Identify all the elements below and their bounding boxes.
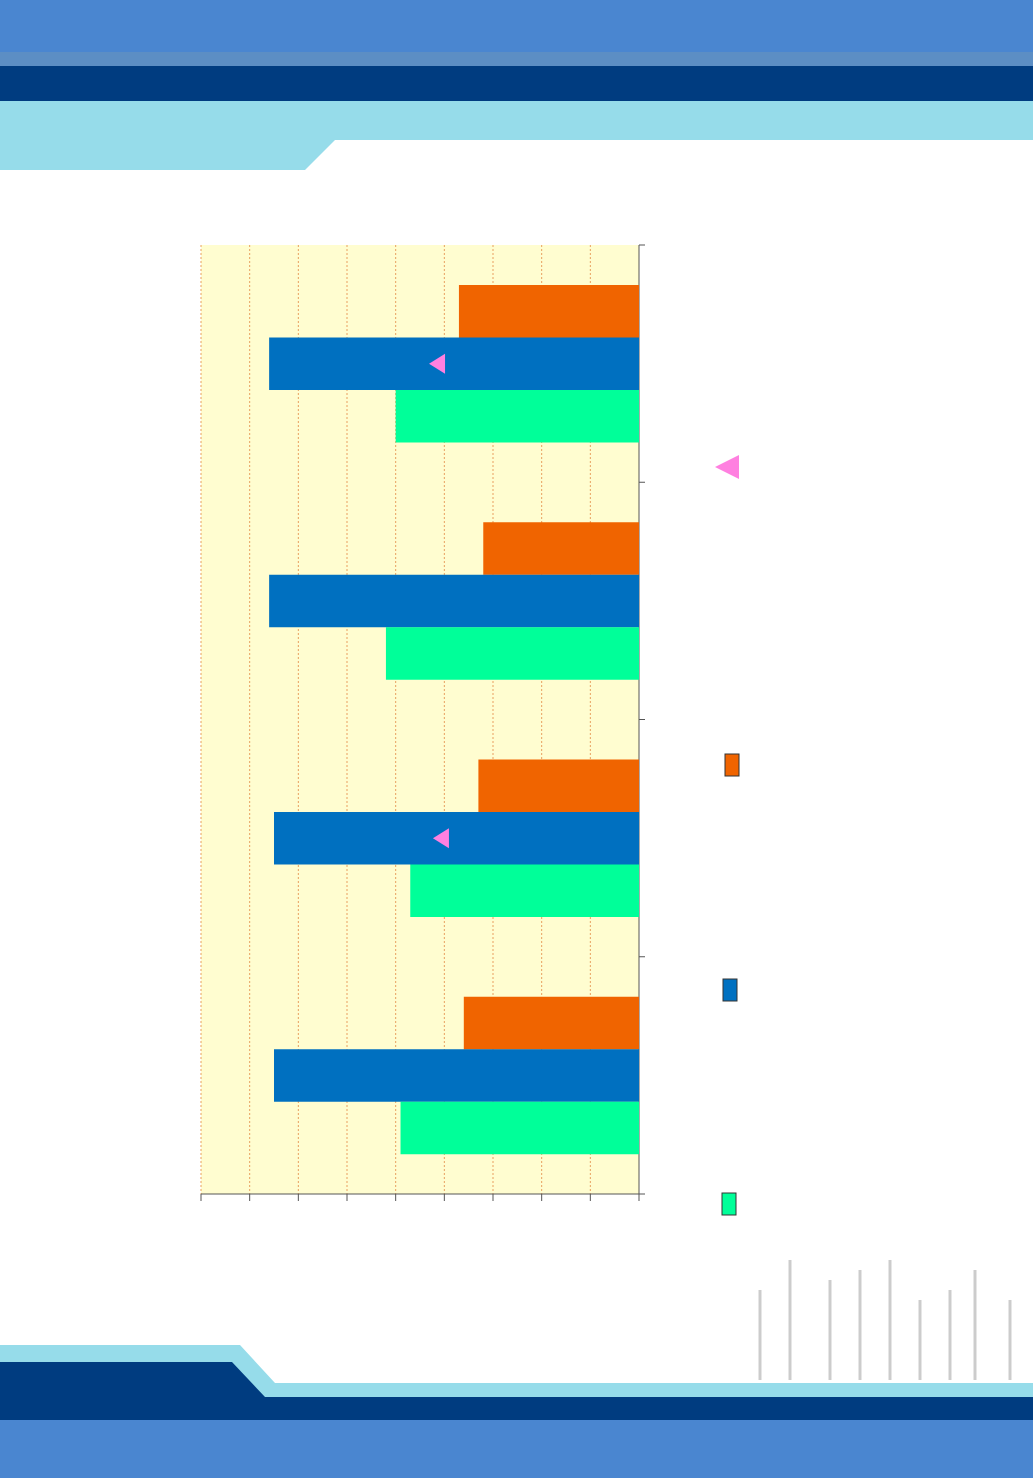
bar — [483, 522, 639, 575]
bar — [269, 574, 639, 628]
bar — [395, 390, 639, 443]
marker — [432, 828, 449, 849]
bar — [463, 996, 639, 1050]
bar — [478, 759, 639, 812]
footer-band — [0, 1420, 1033, 1478]
header-band — [0, 66, 1033, 101]
header-band — [0, 101, 1033, 170]
bar — [274, 1049, 639, 1102]
chart — [200, 244, 740, 1216]
header-band — [0, 0, 1033, 52]
bar — [385, 627, 639, 680]
marker — [429, 353, 446, 374]
bar — [458, 285, 639, 338]
bar — [274, 812, 639, 865]
legend-swatch — [722, 978, 738, 1002]
header-band — [0, 52, 1033, 66]
plant-decoration — [758, 1260, 1012, 1380]
legend-marker — [715, 455, 739, 479]
legend-swatch — [724, 753, 740, 777]
bar — [269, 337, 639, 390]
legend-swatch — [721, 1192, 737, 1216]
bar — [400, 1101, 639, 1155]
bar — [410, 864, 639, 917]
